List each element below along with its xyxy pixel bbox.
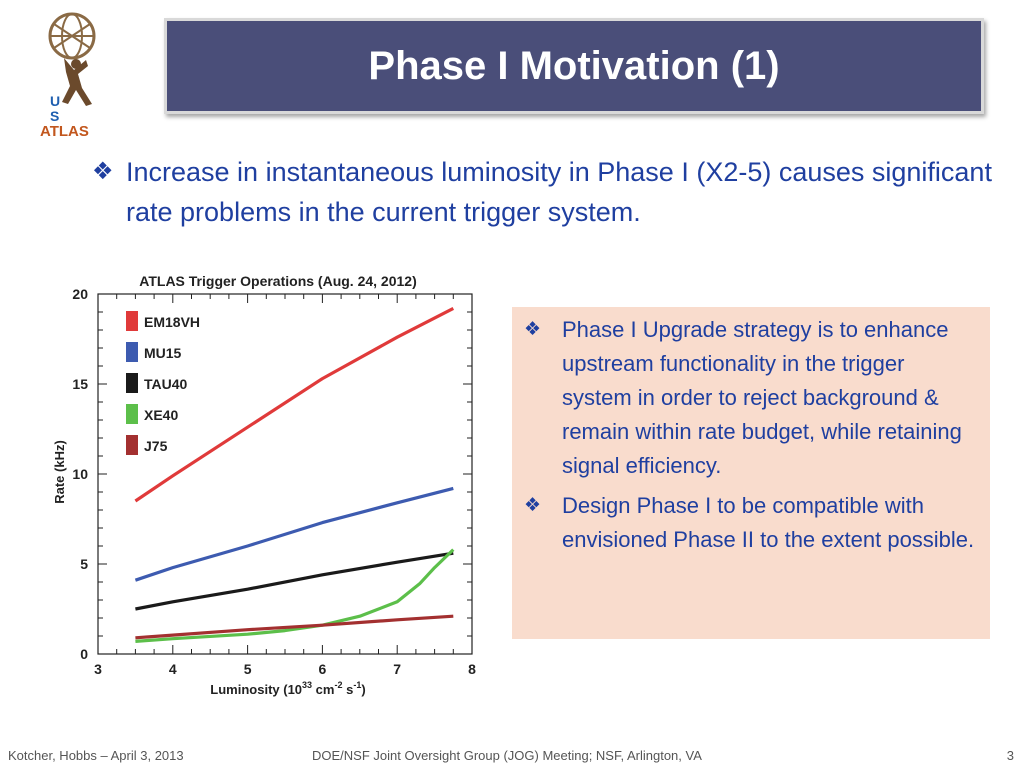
legend-label-em18vh: EM18VH: [144, 314, 200, 330]
footer-author-date: Kotcher, Hobbs – April 3, 2013: [8, 748, 184, 763]
main-bullet: ❖ Increase in instantaneous luminosity i…: [92, 152, 992, 232]
main-bullet-text: Increase in instantaneous luminosity in …: [126, 157, 992, 227]
xlabel-part-3: s: [342, 682, 353, 697]
x-tick-label: 7: [393, 661, 401, 677]
y-tick-label: 15: [72, 376, 88, 392]
legend-label-xe40: XE40: [144, 407, 178, 423]
xlabel-sup-1: 33: [302, 680, 312, 690]
diamond-bullet-icon: ❖: [524, 319, 542, 340]
legend-swatch-tau40: [126, 373, 138, 393]
y-tick-label: 20: [72, 286, 88, 302]
xlabel-part-1: Luminosity (10: [210, 682, 302, 697]
series-line-em18vh: [134, 306, 455, 503]
series-line-j75: [135, 614, 454, 640]
atlas-figure-globe-icon: U S ATLAS: [40, 12, 96, 140]
y-tick-label: 10: [72, 466, 88, 482]
x-tick-label: 8: [468, 661, 476, 677]
xlabel-sup-3: -1: [353, 680, 361, 690]
xlabel-part-4: ): [361, 682, 365, 697]
title-banner: Phase I Motivation (1): [164, 18, 984, 114]
us-atlas-logo: U S ATLAS: [38, 8, 120, 140]
legend-swatch-j75: [126, 435, 138, 455]
trigger-rate-chart: ATLAS Trigger Operations (Aug. 24, 2012)…: [40, 262, 490, 702]
x-tick-label: 6: [319, 661, 327, 677]
strategy-callout: ❖ Phase I Upgrade strategy is to enhance…: [512, 307, 990, 639]
callout-bullet-1: ❖ Phase I Upgrade strategy is to enhance…: [524, 313, 976, 483]
series-line-mu15: [134, 486, 454, 582]
diamond-bullet-icon: ❖: [524, 495, 542, 516]
x-tick-label: 5: [244, 661, 252, 677]
logo-letter-s: S: [50, 108, 59, 124]
legend-label-tau40: TAU40: [144, 376, 188, 392]
chart-y-axis-label: Rate (kHz): [52, 440, 67, 504]
chart-title: ATLAS Trigger Operations (Aug. 24, 2012): [139, 273, 416, 289]
logo-letter-u: U: [50, 93, 60, 109]
logo-atlas-text: ATLAS: [40, 123, 89, 140]
callout-bullet-2-text: Design Phase I to be compatible with env…: [562, 493, 975, 552]
page-number: 3: [1006, 748, 1014, 763]
series-line-tau40: [135, 551, 454, 611]
callout-bullet-2: ❖ Design Phase I to be compatible with e…: [524, 489, 976, 557]
chart-svg: ATLAS Trigger Operations (Aug. 24, 2012)…: [52, 273, 476, 697]
legend-swatch-xe40: [126, 404, 138, 424]
series-line-xe40: [135, 548, 455, 643]
callout-bullet-1-text: Phase I Upgrade strategy is to enhance u…: [562, 317, 962, 478]
x-tick-label: 3: [94, 661, 102, 677]
slide-title: Phase I Motivation (1): [368, 43, 780, 88]
legend-swatch-mu15: [126, 342, 138, 362]
chart-x-axis-label: Luminosity (1033 cm-2 s-1): [210, 680, 365, 697]
y-tick-label: 5: [80, 556, 88, 572]
y-tick-label: 0: [80, 646, 88, 662]
xlabel-part-2: cm: [312, 682, 334, 697]
diamond-bullet-icon: ❖: [92, 158, 114, 185]
legend-swatch-em18vh: [126, 311, 138, 331]
legend-label-mu15: MU15: [144, 345, 182, 361]
legend-label-j75: J75: [144, 438, 168, 454]
footer-meeting: DOE/NSF Joint Oversight Group (JOG) Meet…: [312, 748, 702, 763]
x-tick-label: 4: [169, 661, 177, 677]
xlabel-sup-2: -2: [334, 680, 342, 690]
